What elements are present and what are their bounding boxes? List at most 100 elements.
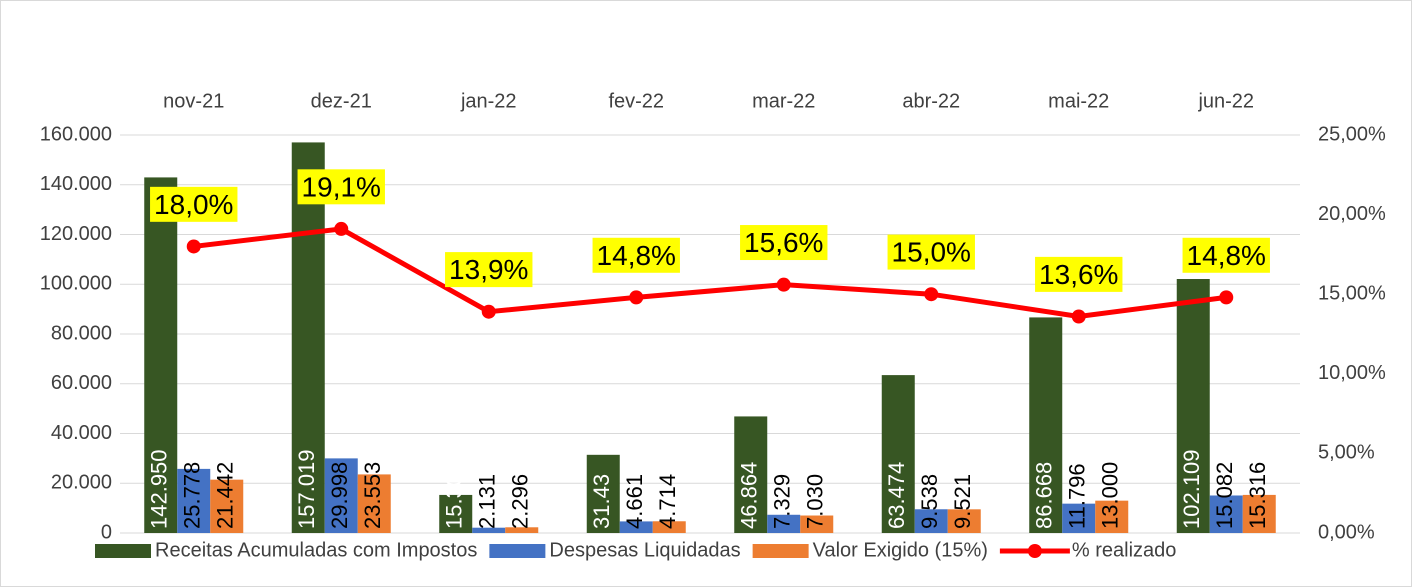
y-tick-label: 0 [101,521,112,543]
legend-label: Receitas Acumuladas com Impostos [155,539,477,561]
y-tick-label: 80.000 [51,322,112,344]
value-label: 9.521 [950,474,975,529]
label-box [887,234,975,270]
value-label: 63.474 [884,462,909,529]
value-label: 14,8% [597,240,676,271]
y-tick-label: 160.000 [40,123,112,145]
line-marker [776,277,791,292]
label-box [297,169,385,205]
value-label: 4.714 [655,474,680,529]
y2-tick-label: 5,00% [1318,442,1375,464]
bar [1242,494,1276,533]
bar [439,494,473,533]
bar [1062,503,1096,533]
bar [144,177,178,534]
value-label: 9.538 [917,474,942,529]
y2-tick-label: 10,00% [1318,362,1386,384]
bar [291,142,325,534]
value-label: 19,1% [302,171,381,202]
y-tick-label: 120.000 [40,223,112,245]
legend-swatch [489,544,546,558]
y2-tick-label: 20,00% [1318,203,1386,225]
legend-label: Despesas Liquidadas [549,539,740,561]
value-label: 18,0% [154,189,233,220]
y2-tick-label: 25,00% [1318,123,1386,145]
x-tick-label: jun-22 [1197,90,1254,112]
x-tick-label: dez-21 [311,90,372,112]
percent-label: 13,9% [445,252,533,288]
value-label: 25.778 [180,462,205,529]
value-label: 102.109 [1179,449,1204,529]
value-label: 7.030 [803,474,828,529]
bar [1209,495,1243,533]
value-label: 31.43 [589,474,614,529]
value-label: 7.329 [770,474,795,529]
value-label: 15,6% [744,227,823,258]
legend-swatch [95,544,151,558]
percent-label: 14,8% [1182,237,1270,273]
bar [1029,317,1063,533]
value-label: 4.661 [622,474,647,529]
bar [505,527,539,533]
legend-label: Valor Exigido (15%) [813,539,988,561]
label-box [740,225,828,261]
y-tick-label: 100.000 [40,273,112,295]
bar [586,454,620,533]
percent-label: 13,6% [1035,256,1123,292]
value-label: 157.019 [294,449,319,529]
line [193,226,1227,320]
value-label: 23.553 [360,462,385,529]
bar [210,479,244,533]
value-label: 29.998 [327,462,352,529]
percent-label: 15,0% [887,234,975,270]
value-label: 11.796 [1065,463,1090,529]
bar [914,509,948,533]
line-marker [481,304,496,319]
line-marker [334,221,349,236]
bar [947,509,981,533]
bar [472,527,506,533]
value-label: 15,0% [892,237,971,268]
label-box [150,186,238,222]
value-label: 14,8% [1187,240,1266,271]
line-marker [1071,309,1086,324]
value-label: 2.131 [475,474,500,529]
value-label: 2.296 [508,474,533,529]
value-label: 21.442 [213,462,238,529]
y2-tick-label: 0,00% [1318,521,1375,543]
label-box [592,237,680,273]
x-tick-label: abr-22 [902,90,960,112]
label-box [1035,256,1123,292]
percent-label: 18,0% [150,186,238,222]
label-box [445,252,533,288]
value-label: 15.305 [442,462,467,529]
bar [734,416,768,533]
bar [619,521,653,533]
line-marker [1219,290,1234,305]
bar [1095,500,1129,533]
bar [324,458,358,533]
value-label: 46.864 [737,462,762,529]
bar [881,375,915,533]
label-box [1182,237,1270,273]
value-label: 13.000 [1098,462,1123,529]
bar [652,521,686,533]
legend-label: % realizado [1072,539,1177,561]
bar [177,468,211,533]
value-label: 142.950 [147,449,172,529]
value-label: 13,6% [1039,259,1118,290]
y-tick-label: 60.000 [51,372,112,394]
bar [1176,279,1210,533]
value-label: 15.082 [1212,462,1237,529]
line-marker [629,290,644,305]
x-tick-label: mar-22 [752,90,815,112]
value-label: 15.316 [1245,462,1270,529]
percent-label: 14,8% [592,237,680,273]
y2-tick-label: 15,00% [1318,282,1386,304]
line-marker [186,239,201,254]
bar [767,514,801,533]
x-tick-label: jan-22 [460,90,517,112]
x-tick-label: fev-22 [608,90,664,112]
percent-label: 15,6% [740,225,828,261]
